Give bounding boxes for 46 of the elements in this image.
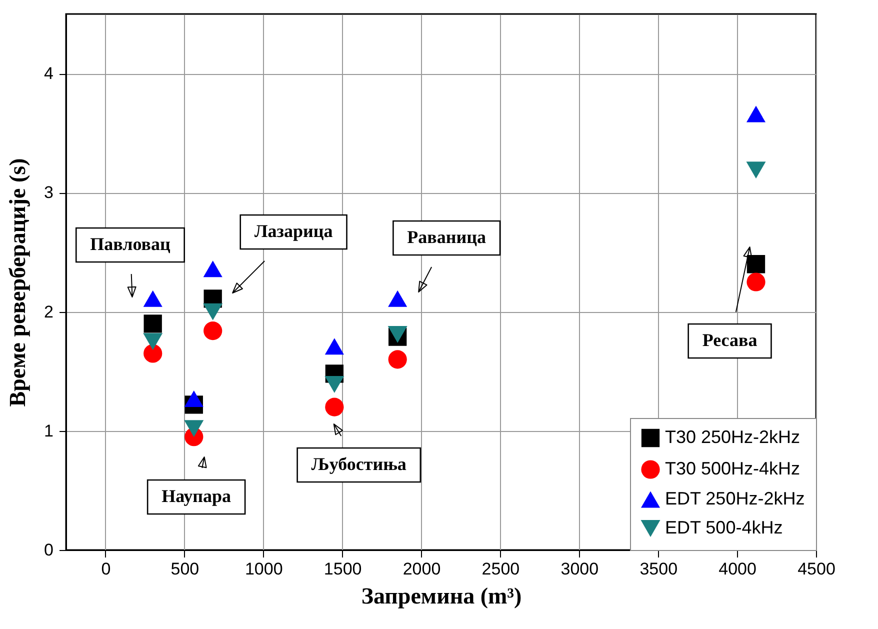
point: [203, 303, 223, 320]
legend-label: T30 500Hz-4kHz: [665, 458, 800, 478]
x-tick-label: 500: [170, 560, 200, 578]
point: [203, 260, 222, 278]
x-tick-label: 2000: [402, 560, 441, 578]
y-tick-label: 4: [44, 64, 54, 84]
x-tick-label: 4000: [718, 560, 756, 578]
point: [143, 290, 162, 307]
point: [746, 255, 766, 274]
annotation: Ресава: [702, 330, 758, 350]
x-tick-label: 3000: [560, 560, 599, 578]
y-axis-title: Време реверберације (s): [5, 158, 30, 407]
point: [746, 272, 766, 292]
annotation: Љубостиња: [311, 454, 406, 474]
point: [746, 106, 766, 122]
point: [184, 390, 204, 407]
y-tick-label: 3: [44, 183, 54, 202]
annotation: Наупара: [162, 486, 232, 506]
legend-label: EDT 500-4kHz: [665, 518, 783, 538]
point: [143, 333, 163, 350]
y-tick-label: 0: [44, 540, 54, 560]
x-tick-label: 1500: [324, 560, 362, 578]
point: [388, 350, 407, 369]
x-tick-label: 1000: [244, 560, 283, 578]
y-tick-label: 2: [44, 302, 54, 322]
x-tick-label: 2500: [482, 560, 520, 578]
x-axis-title: Запремина (m³): [361, 584, 522, 608]
x-tick-label: 4500: [798, 560, 836, 578]
point: [388, 326, 408, 343]
point: [204, 322, 222, 340]
annotation: Раваница: [407, 227, 486, 247]
y-tick-label: 1: [44, 421, 54, 440]
x-tick-label: 0: [101, 560, 111, 578]
point: [388, 290, 408, 307]
point: [324, 376, 344, 393]
annotation: Лазарица: [254, 221, 333, 241]
legend-label: EDT 250Hz-2kHz: [665, 488, 805, 508]
point: [325, 398, 344, 416]
point: [184, 420, 204, 437]
annotation: Павловац: [90, 234, 171, 254]
x-tick-label: 3500: [640, 560, 678, 578]
point: [746, 162, 766, 178]
point: [144, 314, 162, 333]
point: [144, 344, 162, 363]
point: [324, 338, 344, 355]
legend-label: T30 250Hz-2kHz: [665, 427, 800, 447]
